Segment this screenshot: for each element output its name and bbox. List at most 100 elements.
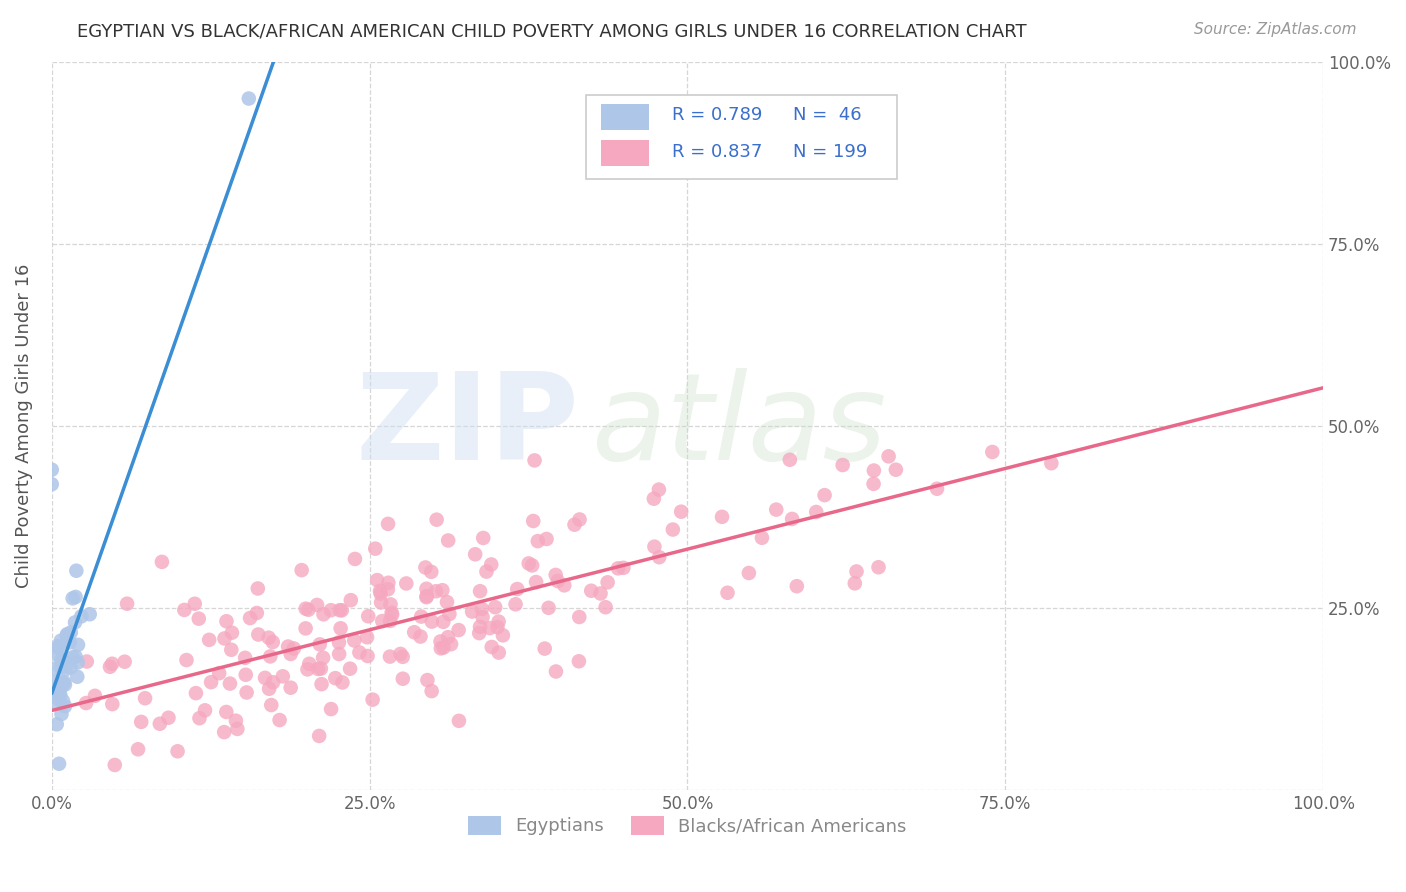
Point xyxy=(221,625,243,640)
Point xyxy=(806,505,828,519)
Point xyxy=(184,686,207,700)
Point xyxy=(41,463,63,477)
Point xyxy=(280,681,302,695)
Point xyxy=(49,688,72,702)
Point xyxy=(62,591,84,606)
Point xyxy=(46,641,69,656)
Text: R = 0.837: R = 0.837 xyxy=(672,143,762,161)
Point xyxy=(779,452,801,467)
Point xyxy=(481,640,503,654)
Point xyxy=(188,711,211,725)
Point xyxy=(246,606,269,620)
Point xyxy=(98,660,121,674)
Point xyxy=(329,603,352,617)
Point xyxy=(235,667,257,681)
Point xyxy=(486,620,509,634)
Point xyxy=(101,657,124,671)
Point xyxy=(464,547,486,561)
Point xyxy=(215,705,238,719)
Point xyxy=(183,597,205,611)
Point xyxy=(257,631,280,645)
Point xyxy=(246,582,269,596)
Point xyxy=(48,678,70,692)
Point xyxy=(343,633,366,648)
Point xyxy=(415,591,437,605)
Point xyxy=(429,634,451,648)
Point xyxy=(271,669,294,683)
Point xyxy=(115,597,138,611)
Point xyxy=(381,606,404,620)
Point xyxy=(45,717,67,731)
Point xyxy=(488,615,510,629)
Point xyxy=(101,697,124,711)
Point xyxy=(432,615,454,629)
Point xyxy=(330,603,353,617)
Point xyxy=(254,671,277,685)
Point xyxy=(378,614,401,628)
Point xyxy=(66,670,89,684)
Text: EGYPTIAN VS BLACK/AFRICAN AMERICAN CHILD POVERTY AMONG GIRLS UNDER 16 CORRELATIO: EGYPTIAN VS BLACK/AFRICAN AMERICAN CHILD… xyxy=(77,22,1026,40)
Point xyxy=(416,673,439,687)
Point xyxy=(52,654,75,668)
Point xyxy=(537,600,560,615)
Point xyxy=(524,574,547,589)
Point xyxy=(391,649,413,664)
Point xyxy=(298,657,321,671)
Point xyxy=(468,620,491,634)
Point xyxy=(544,568,567,582)
Point xyxy=(589,586,612,600)
Point xyxy=(420,684,443,698)
Point xyxy=(149,716,172,731)
Point xyxy=(173,603,195,617)
Point xyxy=(389,647,412,661)
Point xyxy=(415,582,437,596)
Point xyxy=(221,642,243,657)
Point xyxy=(305,598,328,612)
Text: R = 0.789: R = 0.789 xyxy=(672,106,762,124)
Point xyxy=(294,601,316,615)
Point xyxy=(517,557,540,571)
Point xyxy=(114,655,136,669)
Point xyxy=(129,714,152,729)
Point xyxy=(780,512,803,526)
Point xyxy=(311,677,333,691)
Point xyxy=(59,660,82,674)
Point xyxy=(981,445,1004,459)
Point xyxy=(56,627,79,641)
Point xyxy=(238,91,260,105)
Point xyxy=(420,565,443,579)
Point xyxy=(65,564,87,578)
Point xyxy=(51,679,73,693)
Point xyxy=(711,509,734,524)
Point xyxy=(225,714,247,728)
Text: N =  46: N = 46 xyxy=(793,106,862,124)
Point xyxy=(581,583,603,598)
Point xyxy=(884,463,907,477)
Point xyxy=(447,623,470,637)
Text: Source: ZipAtlas.com: Source: ZipAtlas.com xyxy=(1194,22,1357,37)
Point xyxy=(194,703,217,717)
Point xyxy=(150,555,173,569)
Point xyxy=(215,614,238,628)
Point xyxy=(48,756,70,771)
Point xyxy=(440,637,463,651)
Point xyxy=(506,582,529,596)
Point xyxy=(339,662,361,676)
Point xyxy=(377,516,399,531)
Point xyxy=(523,453,546,467)
Point xyxy=(813,488,835,502)
FancyBboxPatch shape xyxy=(586,95,897,178)
Point xyxy=(765,502,787,516)
Point xyxy=(329,621,352,635)
Point xyxy=(845,565,868,579)
Point xyxy=(66,656,89,670)
Point xyxy=(226,722,249,736)
Point xyxy=(166,744,188,758)
Point xyxy=(472,531,495,545)
Point xyxy=(76,655,98,669)
Point xyxy=(328,647,350,661)
Point xyxy=(52,694,75,708)
Point xyxy=(595,600,617,615)
Text: ZIP: ZIP xyxy=(356,368,579,484)
Point xyxy=(46,674,69,689)
